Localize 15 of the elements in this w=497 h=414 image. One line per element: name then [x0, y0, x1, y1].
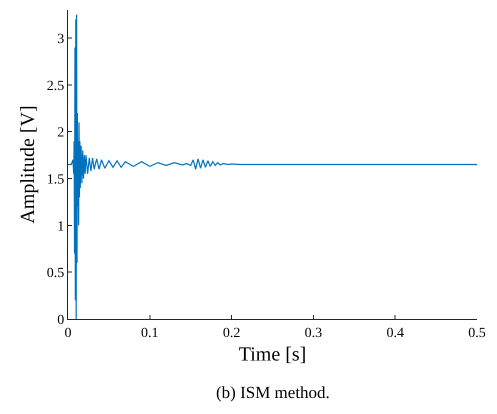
- y-axis-title: Amplitude [V]: [17, 105, 40, 224]
- text: (b) ISM method.: [216, 383, 330, 402]
- x-tick-label: 0.3: [304, 326, 322, 341]
- y-tick-label: 3: [57, 32, 64, 47]
- y-tick-label: 2.5: [46, 78, 64, 94]
- x-tick-label: 0.5: [468, 326, 486, 341]
- y-tick-label: 0: [57, 312, 64, 328]
- x-tick-label: 0.2: [222, 326, 240, 341]
- x-tick-label: 0.4: [386, 326, 404, 341]
- x-tick-label: 0.1: [141, 326, 159, 341]
- x-axis-title: Time [s]: [238, 343, 306, 366]
- y-tick-label: 1.5: [46, 172, 64, 188]
- y-tick-label: 1: [57, 219, 64, 234]
- y-tick-label: 2: [57, 126, 64, 141]
- y-tick-label: 0.5: [46, 266, 64, 282]
